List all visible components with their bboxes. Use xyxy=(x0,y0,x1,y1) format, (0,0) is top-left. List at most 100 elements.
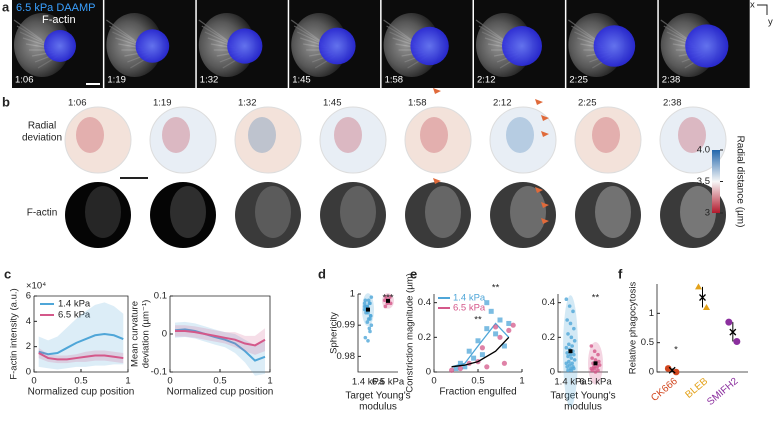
colorbar-tick-label: 4.0 xyxy=(697,145,710,156)
nucleus xyxy=(593,25,636,67)
y-tick-label: 0 xyxy=(550,367,555,378)
x-tick-label: 1 xyxy=(125,376,130,387)
stain: F-actin xyxy=(42,14,76,26)
x-axis-label: modulus xyxy=(564,402,602,413)
y-tick-label: 0.99 xyxy=(337,320,356,331)
axis-line xyxy=(357,294,398,373)
data-point xyxy=(497,317,503,323)
deviation-map xyxy=(404,106,472,174)
data-point xyxy=(368,329,372,334)
arrowhead xyxy=(541,218,549,224)
actin-patch xyxy=(170,186,206,238)
actin-map xyxy=(65,182,131,248)
nucleus xyxy=(318,27,356,65)
colorbar-tick-label: 3 xyxy=(705,208,710,219)
time-label: 1:32 xyxy=(200,75,219,86)
x-tick-label: 0 xyxy=(167,376,172,387)
actin-patch xyxy=(680,186,716,238)
axis-x: x xyxy=(750,0,755,11)
data-point xyxy=(510,322,516,328)
data-point xyxy=(367,301,372,306)
time-label: 2:25 xyxy=(569,75,588,86)
time-label: 1:06 xyxy=(68,98,87,109)
y-tick-label: 0.5 xyxy=(641,337,654,348)
x-tick-label: 6.5 kPa xyxy=(372,377,405,388)
mean-line xyxy=(451,322,510,368)
data-point xyxy=(565,351,569,355)
data-point xyxy=(597,363,602,367)
mean-marker xyxy=(366,307,370,312)
line xyxy=(175,329,266,347)
significance: * xyxy=(674,345,678,356)
deviation-map xyxy=(659,106,727,174)
time-label: 1:58 xyxy=(408,98,427,109)
error-band xyxy=(175,325,265,355)
actin-patch xyxy=(85,186,121,238)
nucleus xyxy=(135,29,170,63)
legend-label: 1.4 kPa xyxy=(58,299,91,310)
data-point xyxy=(567,304,572,308)
y-axis-label: deviation (µm⁻¹) xyxy=(141,300,152,369)
y-tick-label: 0 xyxy=(26,367,31,378)
data-point xyxy=(597,359,601,364)
panel-label: d xyxy=(318,266,326,281)
data-point xyxy=(363,335,368,340)
data-point xyxy=(388,295,392,299)
data-point xyxy=(596,368,600,373)
data-point xyxy=(479,352,485,358)
x-tick-label: 6.5 kPa xyxy=(579,377,612,388)
y-tick-label: 2 xyxy=(26,341,31,352)
data-point xyxy=(664,365,672,372)
actin-patch xyxy=(425,186,461,238)
row-label: Radial xyxy=(28,121,56,132)
significance: *** xyxy=(382,293,393,304)
y-tick-label: 0.2 xyxy=(418,332,431,343)
data-point xyxy=(564,361,569,366)
axis-arrow xyxy=(757,4,768,15)
x-tick-label: 1 xyxy=(267,376,272,387)
arrowhead xyxy=(433,88,441,94)
deviation-patch xyxy=(76,117,104,153)
data-point xyxy=(572,339,577,343)
nucleus xyxy=(410,26,449,66)
deviation-patch xyxy=(678,117,706,153)
deviation-map xyxy=(319,106,387,174)
data-point xyxy=(369,323,374,328)
time-label: 1:45 xyxy=(292,75,311,86)
row-label: deviation xyxy=(22,133,62,144)
data-point xyxy=(366,339,370,343)
panel-label: f xyxy=(618,266,623,281)
data-point xyxy=(590,356,594,360)
panel-label: e xyxy=(410,266,417,281)
actin-map xyxy=(405,182,471,248)
deviation-patch xyxy=(334,117,362,153)
arrowhead xyxy=(541,202,549,208)
mean-marker xyxy=(568,349,573,354)
y-axis-label: Sphericity xyxy=(329,312,340,354)
y-axis-label: Constriction magnitude (µm) xyxy=(405,273,416,393)
data-point xyxy=(595,365,599,369)
data-point xyxy=(565,365,569,369)
y-tick-label: 0 xyxy=(426,367,431,378)
data-point xyxy=(369,295,374,299)
data-point xyxy=(475,338,481,344)
time-label: 1:19 xyxy=(107,75,126,86)
line xyxy=(38,352,124,361)
time-label: 1:58 xyxy=(385,75,404,86)
x-tick-label: SMIFH2 xyxy=(705,376,740,408)
mean-marker xyxy=(668,366,676,374)
data-point xyxy=(484,364,490,370)
x-axis-label: Target Young's xyxy=(345,391,410,402)
colorbar-tick-label: 3.5 xyxy=(697,176,710,187)
y-tick-label: 1 xyxy=(649,308,654,319)
significance: ** xyxy=(592,293,600,304)
data-point xyxy=(593,370,598,374)
data-point xyxy=(567,342,571,347)
panel-label: b xyxy=(2,94,10,109)
y-axis-label: Relative phagocytosis xyxy=(628,282,639,375)
data-point xyxy=(362,301,367,306)
data-point xyxy=(501,343,507,349)
data-point xyxy=(566,354,570,359)
data-point xyxy=(572,358,577,362)
y-tick-label: 0.4 xyxy=(418,297,431,308)
